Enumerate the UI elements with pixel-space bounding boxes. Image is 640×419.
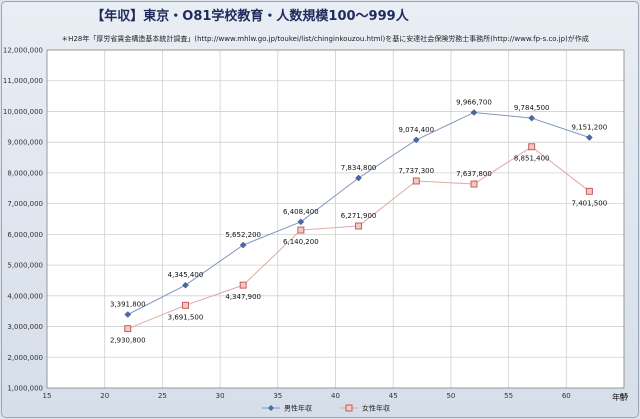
- y-tick-label: 4,000,000: [7, 292, 43, 300]
- y-tick-label: 5,000,000: [7, 262, 43, 270]
- chart-subtitle: ＊H28年「厚労省賃金構造基本統計調査」(http://www.mhlw.go.…: [61, 34, 589, 43]
- data-label: 9,151,200: [572, 124, 608, 132]
- y-tick-label: 10,000,000: [3, 108, 43, 116]
- series-female: 2,930,800 3,691,500 4,347,900 6,140,200 6,27…: [110, 143, 608, 345]
- data-point: [586, 134, 593, 141]
- y-tick-label: 1,000,000: [7, 385, 43, 393]
- data-point: [239, 241, 247, 249]
- data-label: 7,637,800: [456, 170, 492, 178]
- data-point: [585, 187, 593, 195]
- y-tick-label: 6,000,000: [7, 231, 43, 239]
- data-point: [182, 281, 189, 289]
- data-point: [355, 222, 363, 230]
- series-layer: 3,391,800 4,345,400 5,652,200 6,408,400 7,83…: [110, 98, 607, 344]
- data-label: 9,784,500: [514, 104, 550, 112]
- y-tick-label: 3,000,000: [7, 323, 43, 331]
- x-tick-label: 65: [620, 392, 629, 400]
- data-label: 6,408,400: [283, 208, 319, 216]
- y-tick-label: 9,000,000: [7, 139, 43, 147]
- plot-border: [46, 49, 625, 389]
- y-axis: 1,000,000 2,000,000 3,000,000 4,000,000 5,00…: [3, 47, 43, 393]
- data-label: 5,652,200: [225, 231, 261, 239]
- chart-title: 【年収】東京・O81学校教育・人数規模100～999人: [91, 8, 409, 24]
- data-point: [528, 143, 536, 151]
- data-point: [412, 136, 420, 144]
- data-label: 4,347,900: [225, 293, 261, 301]
- data-label: 6,140,200: [283, 238, 319, 246]
- data-label: 8,851,400: [514, 155, 550, 163]
- data-point: [355, 174, 362, 182]
- data-point: [239, 281, 247, 289]
- x-tick-label: 50: [446, 392, 455, 400]
- legend-label: 女性年収: [362, 404, 390, 413]
- legend-marker: [268, 405, 274, 411]
- data-point: [124, 325, 132, 333]
- legend: 男性年収 女性年収: [262, 404, 390, 413]
- data-point: [470, 109, 478, 116]
- x-tick-label: 45: [389, 392, 398, 400]
- legend-marker: [345, 404, 353, 412]
- x-tick-label: 35: [273, 392, 282, 400]
- legend-label: 男性年収: [284, 404, 312, 413]
- y-tick-label: 2,000,000: [7, 354, 43, 362]
- data-label: 6,271,900: [341, 212, 377, 220]
- data-label: 3,691,500: [168, 313, 204, 321]
- grid-lines: [46, 49, 625, 389]
- data-label: 7,737,300: [398, 167, 434, 175]
- x-tick-label: 20: [100, 392, 109, 400]
- y-tick-label: 8,000,000: [7, 169, 43, 177]
- y-tick-label: 12,000,000: [3, 47, 43, 55]
- y-tick-label: 7,000,000: [7, 200, 43, 208]
- x-axis: 15 20 25 30 35 40 45 50 55 60 65: [43, 392, 629, 400]
- data-label: 4,345,400: [168, 271, 204, 279]
- x-tick-label: 40: [331, 392, 340, 400]
- x-tick-label: 55: [504, 392, 513, 400]
- data-point: [412, 177, 420, 185]
- data-label: 7,834,800: [341, 164, 377, 172]
- data-point: [182, 301, 189, 309]
- data-point: [528, 114, 536, 122]
- data-label: 7,401,500: [572, 199, 608, 207]
- data-point: [124, 311, 132, 318]
- x-axis-label: 年齢: [612, 392, 628, 402]
- data-label: 2,930,800: [110, 337, 146, 345]
- x-tick-label: 15: [43, 392, 52, 400]
- series-male: 3,391,800 4,345,400 5,652,200 6,408,400 7,83…: [110, 98, 608, 318]
- y-tick-label: 11,000,000: [3, 77, 43, 85]
- data-point: [470, 180, 478, 188]
- data-label: 9,966,700: [456, 98, 492, 106]
- data-label: 9,074,400: [398, 126, 434, 134]
- data-point: [297, 218, 305, 226]
- x-tick-label: 25: [158, 392, 167, 400]
- data-point: [297, 226, 305, 234]
- data-label: 3,391,800: [110, 301, 146, 309]
- x-tick-label: 30: [216, 392, 225, 400]
- x-tick-label: 60: [562, 392, 571, 400]
